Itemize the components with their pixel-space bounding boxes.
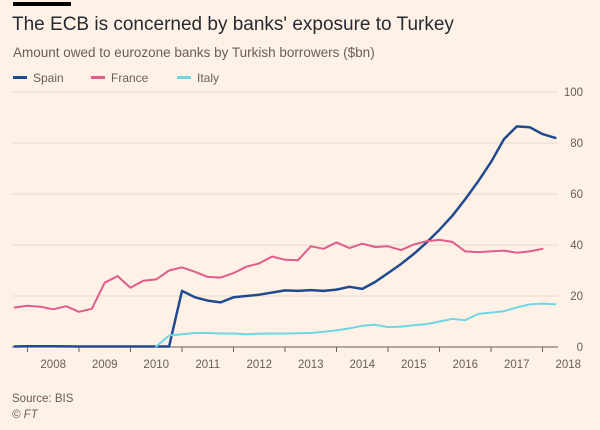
legend-swatch-spain [13,76,27,80]
x-tick-label-2012: 2012 [246,359,272,371]
x-axis: 2008 2009 2010 2011 2012 2013 2014 2015 2016 2017… [26,347,582,371]
source-note: Source: BIS [12,393,74,405]
legend-label-spain: Spain [33,71,64,85]
x-tick-label-2018: 2018 [556,359,582,371]
credit-note: © FT [12,409,38,421]
series-line-italy [155,302,557,348]
chart-title: The ECB is concerned by banks' exposure … [12,14,454,35]
legend-item-france: France [91,71,148,85]
series-lines [13,125,557,348]
x-tick-label-2010: 2010 [143,359,169,371]
y-axis: 0 20 40 60 80 100 [564,87,583,354]
legend-swatch-france [91,76,105,80]
x-tick-label-2015: 2015 [401,359,427,371]
x-tick-label-2013: 2013 [298,359,324,371]
series-line-france [13,238,544,313]
x-tick-label-2011: 2011 [195,359,220,371]
x-tick-label-2009: 2009 [92,359,118,371]
x-tick-label-2016: 2016 [452,359,478,371]
y-tick-label-0: 0 [577,342,583,354]
legend-item-italy: Italy [177,71,219,85]
series-line-spain [13,125,557,348]
legend-label-italy: Italy [197,71,220,85]
legend-item-spain: Spain [13,71,64,85]
x-tick-label-2014: 2014 [349,359,375,371]
x-tick-label-2008: 2008 [40,359,66,371]
y-tick-label-80: 80 [570,138,583,150]
y-tick-label-20: 20 [570,291,583,303]
x-tick-label-2017: 2017 [504,359,530,371]
legend-swatch-italy [177,76,191,80]
y-tick-label-100: 100 [564,87,583,99]
chart-subtitle: Amount owed to eurozone banks by Turkish… [13,45,375,60]
y-tick-label-60: 60 [570,189,583,201]
y-tick-label-40: 40 [570,240,583,252]
grid [12,91,558,348]
legend-label-france: France [111,71,149,85]
brand-bar [13,2,71,6]
